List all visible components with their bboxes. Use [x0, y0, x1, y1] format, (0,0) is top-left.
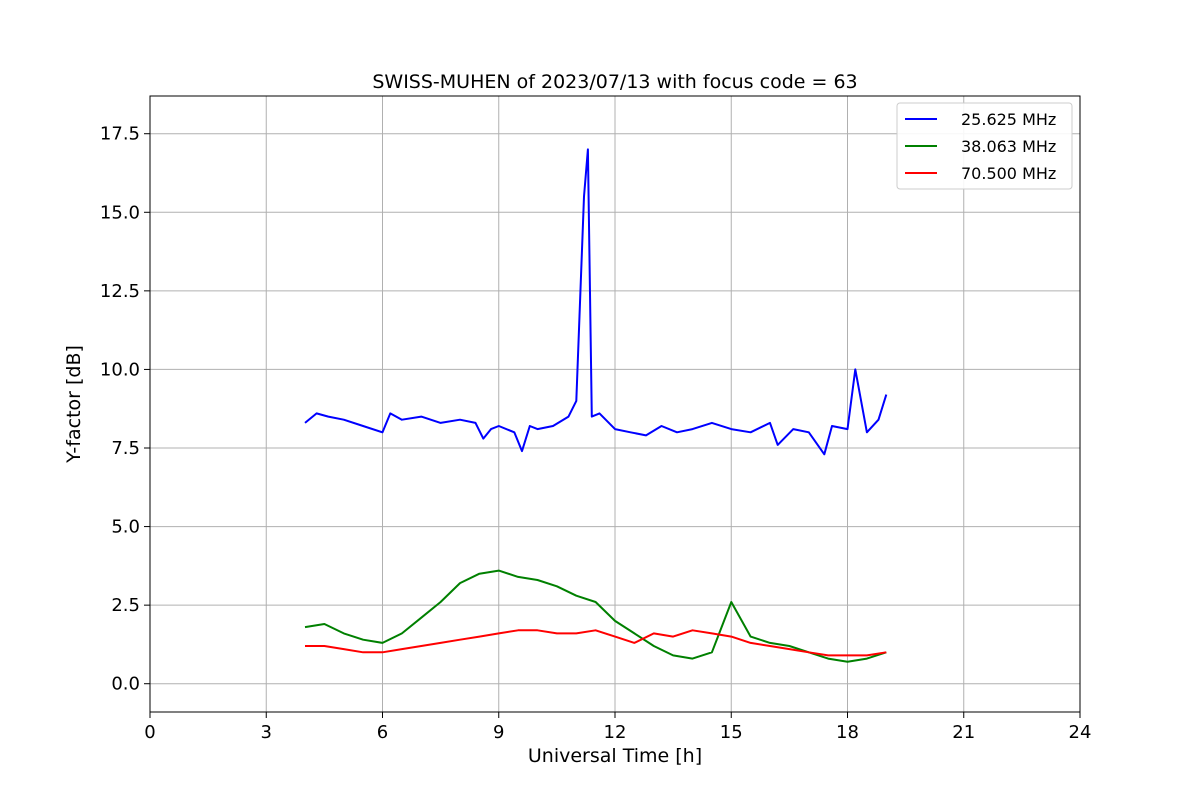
y-tick-label: 7.5	[111, 438, 140, 459]
y-tick-label: 5.0	[111, 517, 140, 538]
y-tick-label: 0.0	[111, 674, 140, 695]
y-tick-label: 10.0	[100, 359, 140, 380]
y-tick-label: 2.5	[111, 595, 140, 616]
x-tick-label: 18	[836, 722, 859, 743]
legend: 25.625 MHz 38.063 MHz 70.500 MHz	[896, 102, 1073, 190]
series-group	[304, 148, 888, 663]
series-line-3	[305, 629, 887, 657]
y-axis-label: Y-factor [dB]	[63, 345, 85, 464]
ticks: 0 3 6 9 12 15 18 21 24 0.0 2.5 5.0 7.5 10.0 12.5 15.0 17…	[100, 124, 1092, 743]
x-tick-label: 15	[720, 722, 743, 743]
legend-label: 25.625 MHz	[961, 110, 1056, 129]
legend-label: 70.500 MHz	[961, 164, 1056, 183]
x-tick-label: 9	[493, 722, 504, 743]
x-tick-label: 12	[604, 722, 627, 743]
series-line-1	[304, 148, 888, 456]
legend-box	[896, 102, 1073, 190]
x-tick-label: 21	[952, 722, 975, 743]
y-tick-label: 12.5	[100, 281, 140, 302]
series-line-2	[304, 569, 887, 663]
x-tick-label: 3	[261, 722, 272, 743]
x-tick-label: 6	[377, 722, 388, 743]
x-tick-label: 0	[144, 722, 155, 743]
y-tick-label: 17.5	[100, 124, 140, 145]
y-tick-label: 15.0	[100, 202, 140, 223]
legend-label: 38.063 MHz	[961, 137, 1056, 156]
x-axis-label: Universal Time [h]	[528, 745, 702, 767]
x-tick-label: 24	[1069, 722, 1092, 743]
chart-title: SWISS-MUHEN of 2023/07/13 with focus cod…	[372, 71, 857, 93]
